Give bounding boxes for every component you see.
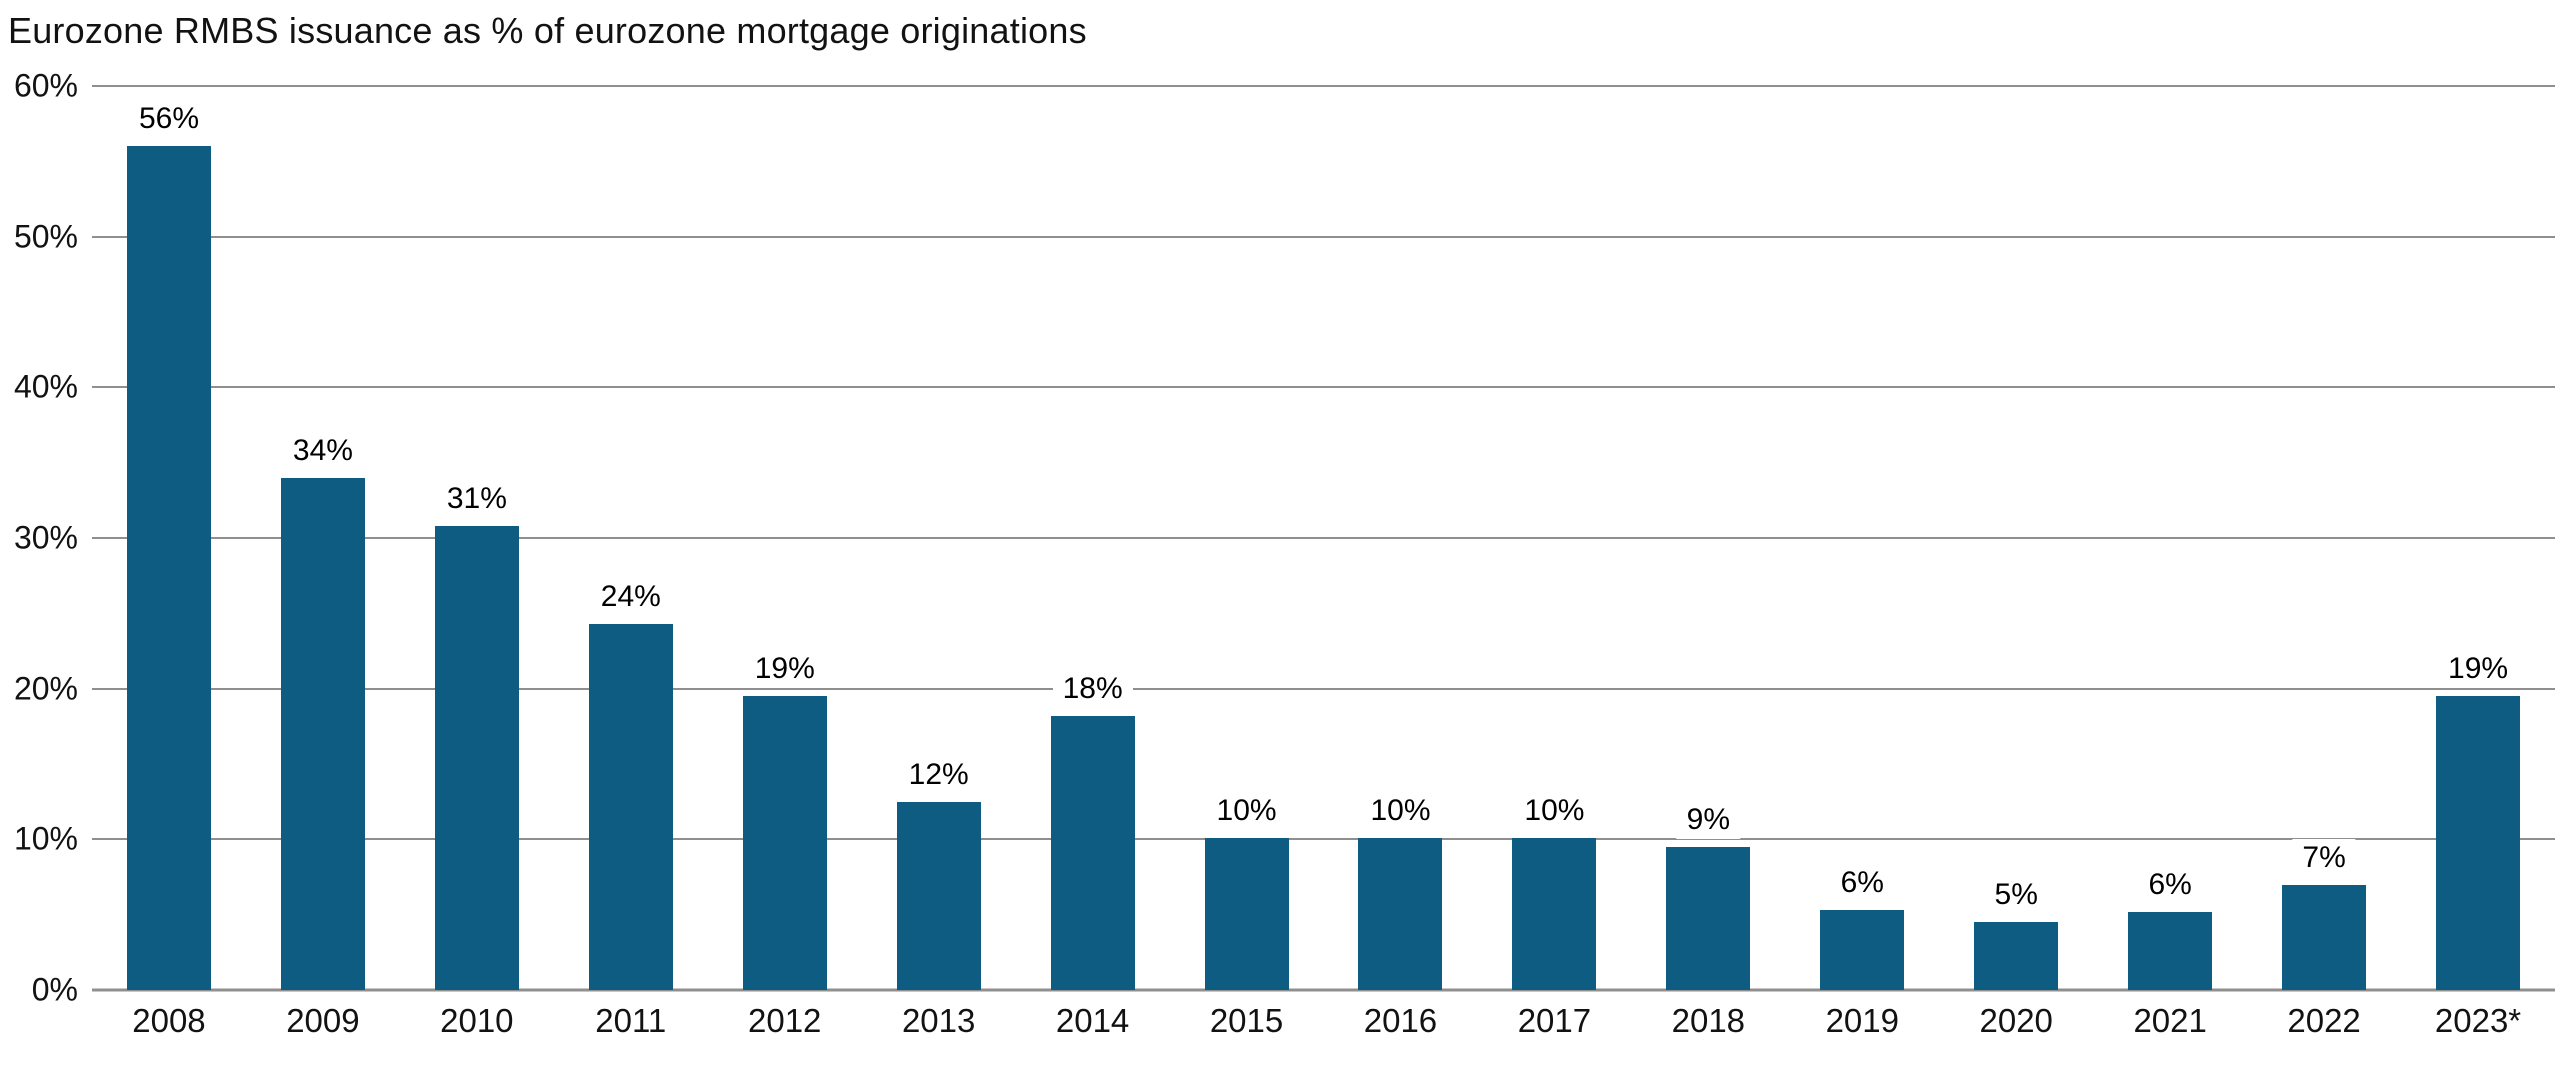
bar-2019 (1820, 910, 1905, 990)
y-tick-label: 50% (13, 218, 78, 255)
bar-columns: 56% 34% 31% 24% 19% 12% 18% 10% 10% 10% 9% 6% 5% 6% 7%… (92, 86, 2555, 990)
bar-value-label: 10% (1514, 791, 1595, 830)
bar-value-label: 19% (2438, 650, 2519, 689)
bar-value-label: 6% (2138, 865, 2202, 904)
bar-2023 (2436, 696, 2521, 990)
bar-value-label: 7% (2292, 838, 2356, 877)
chart-title: Eurozone RMBS issuance as % of eurozone … (8, 10, 1087, 51)
bar-2016 (1358, 837, 1443, 990)
bar-2008 (126, 146, 211, 990)
bar-column: 10% (1324, 86, 1478, 990)
bar-2009 (280, 477, 365, 990)
bar-column: 7% (2247, 86, 2401, 990)
bar-value-label: 5% (1984, 876, 2048, 915)
x-tick-label: 2009 (286, 1002, 360, 1039)
x-tick-label: 2015 (1209, 1002, 1284, 1039)
gridline (92, 386, 2555, 389)
bar-column: 19% (708, 86, 862, 990)
bar-value-label: 12% (898, 755, 979, 794)
gridline (92, 85, 2555, 87)
x-tick-label: 2022 (2287, 1002, 2361, 1039)
gridline (92, 687, 2555, 690)
bar-value-label: 9% (1676, 800, 1741, 839)
bar-column: 24% (554, 86, 708, 990)
bar-column: 10% (1477, 86, 1631, 990)
x-tick-label: 2011 (595, 1002, 667, 1039)
plot-area: 56% 34% 31% 24% 19% 12% 18% 10% 10% 10% 9% 6% 5% 6% 7%… (92, 85, 2555, 992)
bar-value-label: 31% (436, 479, 517, 518)
gridline (92, 838, 2555, 841)
x-axis-baseline (92, 988, 2555, 992)
x-tick-label: 2008 (132, 1002, 206, 1039)
bar-column: 9% (1631, 86, 1785, 990)
bar-value-label: 10% (1360, 791, 1441, 830)
bar-2022 (2282, 884, 2367, 990)
bar-column: 19% (2401, 86, 2555, 990)
x-tick-label: 2017 (1517, 1002, 1592, 1039)
bar-2017 (1512, 837, 1597, 990)
y-tick-label: 10% (13, 820, 78, 857)
gridline (92, 537, 2555, 539)
bar-2015 (1204, 837, 1289, 990)
x-tick-label: 2018 (1671, 1002, 1746, 1039)
x-tick-label: 2021 (2133, 1002, 2207, 1039)
bar-2012 (742, 696, 827, 990)
bar-2011 (588, 623, 673, 990)
y-tick-label: 20% (13, 670, 78, 707)
bar-column: 56% (92, 86, 246, 990)
bar-2020 (1974, 922, 2059, 990)
x-tick-label: 2013 (901, 1002, 976, 1039)
x-tick-label: 2023* (2434, 1002, 2522, 1039)
bar-value-label: 6% (1830, 864, 1894, 903)
x-tick-label: 2010 (440, 1002, 514, 1039)
bar-value-label: 10% (1206, 791, 1287, 830)
bar-column: 5% (1939, 86, 2093, 990)
bar-column: 31% (400, 86, 554, 990)
bar-2021 (2128, 911, 2213, 990)
bar-2018 (1666, 846, 1751, 990)
x-tick-label: 2019 (1825, 1002, 1899, 1039)
bar-value-label: 34% (282, 431, 363, 470)
y-tick-label: 60% (13, 67, 78, 104)
y-tick-label: 30% (13, 519, 78, 556)
bar-2014 (1050, 715, 1135, 990)
gridline (92, 235, 2555, 238)
bar-2010 (434, 525, 519, 990)
bar-column: 34% (246, 86, 400, 990)
x-tick-label: 2012 (748, 1002, 822, 1039)
bar-column: 6% (1785, 86, 1939, 990)
bar-column: 12% (862, 86, 1016, 990)
y-axis: 0% 10% 20% 30% 40% 50% 60% (0, 68, 86, 1008)
y-tick-label: 40% (13, 368, 78, 405)
bar-column: 6% (2093, 86, 2247, 990)
x-tick-label: 2014 (1055, 1002, 1130, 1039)
bar-column: 10% (1170, 86, 1324, 990)
x-axis: 2008 2009 2010 2011 2012 2013 2014 2015 2016 2017… (92, 998, 2555, 1040)
bar-value-label: 56% (128, 100, 209, 139)
bar-value-label: 19% (744, 650, 825, 689)
x-tick-label: 2020 (1979, 1002, 2053, 1039)
bar-column: 18% (1016, 86, 1170, 990)
x-tick-label: 2016 (1363, 1002, 1438, 1039)
bar-2013 (896, 801, 981, 990)
y-tick-label: 0% (31, 971, 78, 1008)
bar-value-label: 24% (590, 577, 671, 616)
bar-value-label: 18% (1052, 669, 1133, 708)
